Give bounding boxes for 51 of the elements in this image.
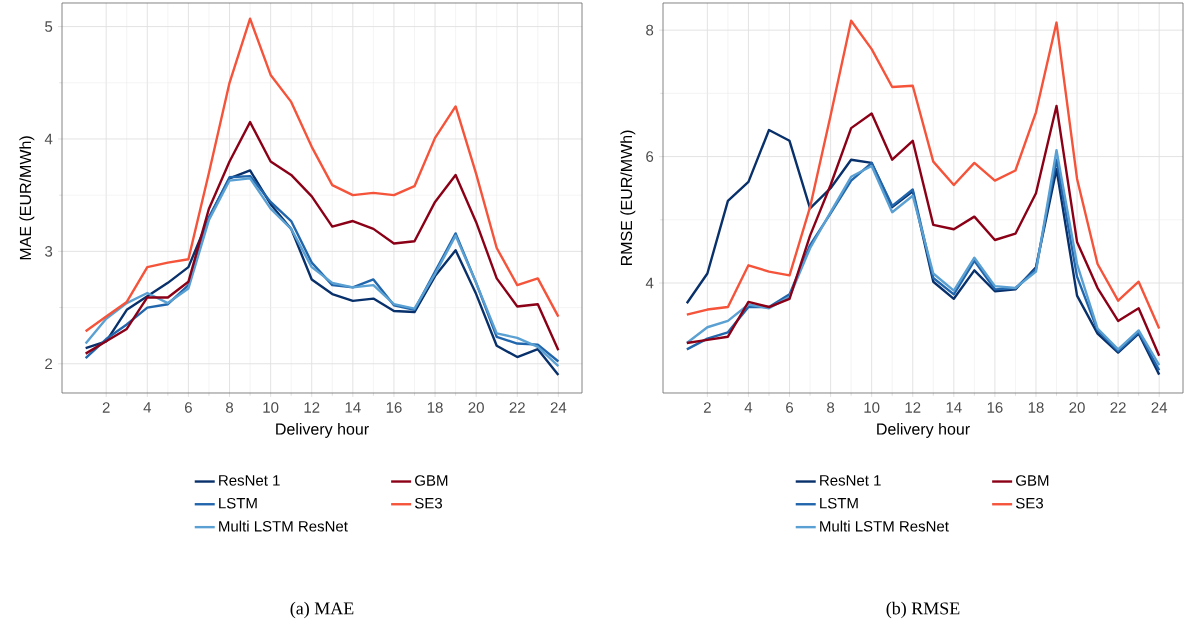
legend-label: GBM <box>1016 475 1049 486</box>
x-tick-label: 16 <box>987 402 1003 413</box>
x-tick-label: 22 <box>1110 402 1126 413</box>
x-tick-label: 18 <box>427 402 443 413</box>
y-tick-label: 3 <box>45 246 53 257</box>
x-tick-label: 6 <box>185 402 192 413</box>
x-tick-label: 16 <box>386 402 402 413</box>
x-tick-label: 6 <box>786 402 794 413</box>
x-tick-label: 14 <box>946 402 962 413</box>
x-axis-title: Delivery hour <box>276 423 369 438</box>
legend-label: SE3 <box>415 497 443 509</box>
y-axis-title: RMSE (EUR/MWh) <box>620 130 636 266</box>
legend-label: GBM <box>415 475 448 486</box>
x-tick-label: 18 <box>1028 402 1044 413</box>
x-tick-label: 12 <box>905 402 921 413</box>
y-tick-label: 5 <box>45 21 53 32</box>
y-tick-label: 6 <box>646 151 654 162</box>
x-tick-label: 2 <box>703 402 711 413</box>
x-axis-title: Delivery hour <box>877 423 970 438</box>
x-tick-label: 14 <box>345 402 361 413</box>
legend-label: Multi LSTM ResNet <box>820 520 949 532</box>
x-tick-label: 24 <box>1151 402 1168 413</box>
x-tick-label: 20 <box>468 402 484 413</box>
x-tick-label: 8 <box>827 402 835 413</box>
line-series <box>685 19 1161 330</box>
legend-label: Multi LSTM ResNet <box>219 520 348 532</box>
line-series <box>84 120 560 355</box>
text: (a) MAE <box>290 601 354 619</box>
x-tick-label: 4 <box>744 402 753 413</box>
y-tick-label: 2 <box>45 358 53 369</box>
y-tick-label: 4 <box>44 133 53 145</box>
x-tick-label: 12 <box>304 402 320 413</box>
x-tick-label: 10 <box>263 402 279 413</box>
line-series <box>84 17 560 333</box>
y-tick-label: 8 <box>646 24 654 36</box>
x-tick-label: 4 <box>143 402 152 413</box>
legend-label: ResNet 1 <box>219 475 280 486</box>
y-axis-title: MAE (EUR/MWh) <box>19 136 35 260</box>
y-tick-label: 4 <box>645 277 654 289</box>
x-tick-label: 24 <box>550 402 567 413</box>
text: (b) RMSE <box>886 601 960 619</box>
legend-label: SE3 <box>1016 497 1044 509</box>
legend-label: LSTM <box>820 497 858 509</box>
x-tick-label: 22 <box>509 402 525 413</box>
x-tick-label: 10 <box>864 402 880 413</box>
legend-label: ResNet 1 <box>820 475 881 486</box>
x-tick-label: 8 <box>226 402 234 413</box>
x-tick-label: 2 <box>102 402 110 413</box>
legend-label: LSTM <box>219 497 257 509</box>
x-tick-label: 20 <box>1069 402 1085 413</box>
line-series <box>685 104 1161 357</box>
